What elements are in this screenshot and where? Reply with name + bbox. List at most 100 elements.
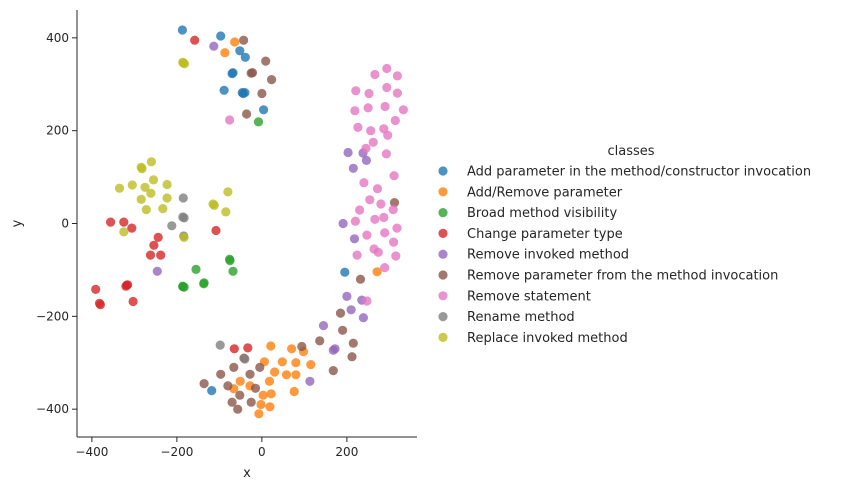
data-point [140, 182, 150, 192]
data-point [277, 357, 287, 367]
data-point [259, 105, 269, 115]
data-point [346, 305, 356, 315]
data-point [178, 57, 188, 67]
data-point [265, 402, 275, 412]
data-point [148, 175, 159, 185]
data-point [223, 187, 233, 197]
data-point [242, 109, 252, 119]
data-point [190, 35, 200, 45]
data-point [270, 367, 280, 377]
data-point [363, 103, 373, 113]
data-point [255, 362, 265, 372]
data-point [398, 105, 408, 115]
data-point [216, 31, 226, 41]
data-point [137, 164, 147, 174]
data-point [199, 279, 209, 289]
data-point [264, 376, 275, 386]
data-point [127, 223, 137, 233]
data-point [167, 221, 177, 231]
data-point [211, 225, 221, 236]
data-point [315, 336, 325, 346]
data-point [229, 362, 239, 372]
data-point [240, 88, 250, 98]
data-point [258, 390, 268, 400]
data-point [91, 284, 101, 294]
data-point [370, 69, 380, 80]
data-point [349, 234, 360, 244]
data-point [207, 386, 217, 396]
data-point [153, 232, 163, 242]
y-tick-label: 200 [46, 124, 69, 138]
data-point [162, 193, 172, 203]
data-point [228, 266, 238, 276]
data-point [343, 147, 353, 158]
data-point [235, 376, 245, 386]
data-point [369, 244, 379, 254]
data-point [123, 280, 133, 290]
data-point [179, 213, 189, 223]
data-point [209, 200, 219, 210]
data-point [243, 343, 253, 353]
data-point [348, 338, 358, 348]
legend-label: Rename method [467, 310, 575, 325]
data-point [178, 193, 188, 203]
y-tick-label: −200 [36, 309, 69, 323]
data-point [351, 86, 361, 96]
data-point [240, 52, 250, 62]
data-point [335, 308, 346, 318]
y-ticks: −400 −200 0 200 400 [36, 31, 77, 416]
data-point [158, 204, 168, 214]
legend-label: Add parameter in the method/constructor … [467, 165, 811, 180]
data-point [297, 341, 307, 352]
data-point [380, 263, 390, 273]
x-tick-label: 200 [335, 445, 358, 459]
data-point [215, 340, 225, 350]
data-point [338, 218, 348, 229]
data-point [391, 251, 401, 261]
legend-label: Broad method visibility [467, 206, 617, 221]
data-point [240, 354, 250, 364]
data-point [199, 379, 209, 389]
data-point [162, 179, 172, 190]
data-point [352, 250, 362, 260]
data-point [364, 88, 374, 99]
legend-marker [438, 187, 448, 197]
data-point [114, 183, 125, 193]
data-point [179, 232, 189, 242]
data-point [149, 240, 159, 250]
data-point [289, 386, 299, 397]
data-point [257, 88, 267, 99]
data-point [389, 237, 399, 247]
data-point [127, 180, 137, 190]
data-point [353, 122, 363, 132]
legend-marker [438, 249, 448, 259]
data-point [220, 48, 230, 58]
data-point [246, 68, 256, 78]
data-point [370, 214, 380, 224]
data-point [389, 171, 399, 181]
y-axis-label: y [10, 219, 25, 227]
data-point [355, 274, 366, 284]
data-point [350, 106, 360, 116]
data-point [145, 250, 156, 260]
data-point [246, 397, 256, 407]
data-point [328, 366, 338, 376]
data-point [338, 325, 348, 335]
legend-marker [438, 291, 448, 301]
data-point [365, 195, 375, 205]
y-tick-label: −400 [36, 402, 69, 416]
data-point [245, 369, 255, 379]
data-point [392, 71, 402, 81]
x-axis-label: x [243, 466, 251, 481]
legend-label: Remove parameter from the method invocat… [467, 269, 778, 284]
data-point [227, 69, 237, 79]
data-point [136, 194, 146, 204]
legend-label: Change parameter type [467, 227, 623, 242]
data-point [306, 360, 316, 370]
legend-marker [438, 312, 448, 322]
legend-title: classes [607, 144, 654, 159]
data-point [119, 227, 129, 237]
data-point [368, 137, 378, 147]
data-point [361, 143, 371, 153]
